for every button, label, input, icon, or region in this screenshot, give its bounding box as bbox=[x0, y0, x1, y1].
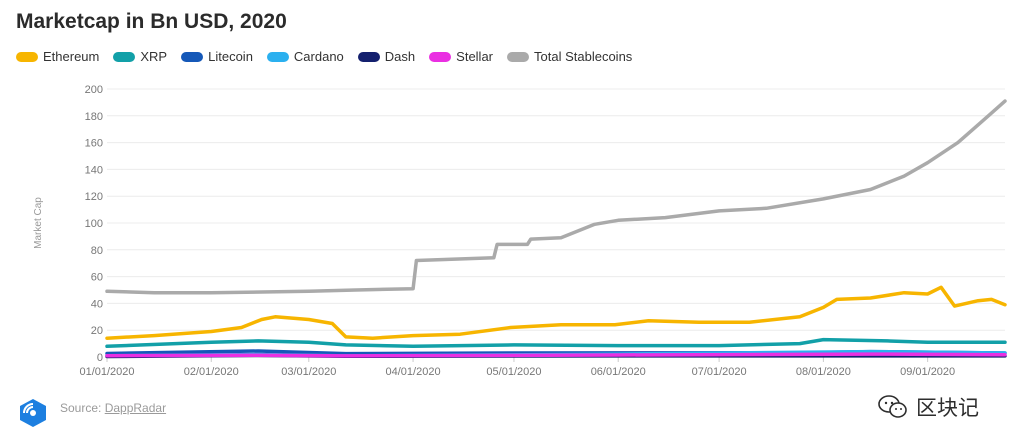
y-tick-label: 180 bbox=[85, 111, 103, 123]
legend-swatch-total-stablecoins bbox=[507, 51, 530, 62]
legend-item-xrp[interactable]: XRP bbox=[113, 49, 167, 64]
legend: Ethereum XRP Litecoin Cardano Dash Stell… bbox=[16, 49, 646, 64]
y-tick-label: 160 bbox=[85, 138, 103, 150]
legend-label-litecoin: Litecoin bbox=[208, 49, 253, 64]
legend-item-cardano[interactable]: Cardano bbox=[266, 49, 344, 64]
x-tick-label: 02/01/2020 bbox=[184, 366, 239, 378]
y-axis-label: Market Cap bbox=[33, 197, 44, 249]
legend-swatch-stellar bbox=[429, 51, 452, 62]
legend-item-dash[interactable]: Dash bbox=[357, 49, 416, 64]
legend-label-ethereum: Ethereum bbox=[43, 49, 100, 64]
x-tick-label: 09/01/2020 bbox=[900, 366, 955, 378]
source-prefix: Source: bbox=[60, 401, 105, 415]
legend-label-dash: Dash bbox=[384, 49, 416, 64]
series-line-ethereum bbox=[105, 285, 1007, 340]
watermark-text: 区块记 bbox=[916, 397, 979, 420]
series-line-total-stablecoins bbox=[105, 99, 1007, 295]
legend-swatch-dash bbox=[357, 51, 380, 62]
y-tick-label: 40 bbox=[91, 298, 103, 310]
chart-title: Marketcap in Bn USD, 2020 bbox=[16, 10, 287, 33]
legend-swatch-xrp bbox=[113, 51, 136, 62]
dappradar-logo-icon bbox=[20, 399, 46, 427]
y-tick-label: 0 bbox=[97, 352, 103, 364]
wechat-icon bbox=[878, 395, 907, 418]
x-tick-label: 03/01/2020 bbox=[281, 366, 336, 378]
x-tick-label: 08/01/2020 bbox=[796, 366, 851, 378]
series-line-xrp bbox=[105, 337, 1007, 349]
y-tick-label: 80 bbox=[91, 245, 103, 257]
x-tick-label: 05/01/2020 bbox=[486, 366, 541, 378]
legend-label-xrp: XRP bbox=[140, 49, 168, 64]
legend-label-cardano: Cardano bbox=[293, 49, 344, 64]
y-tick-label: 20 bbox=[91, 325, 103, 337]
legend-item-stellar[interactable]: Stellar bbox=[429, 49, 493, 64]
y-tick-label: 120 bbox=[85, 191, 103, 203]
x-tick-label: 06/01/2020 bbox=[591, 366, 646, 378]
legend-swatch-ethereum bbox=[16, 51, 38, 62]
legend-swatch-litecoin bbox=[181, 51, 204, 62]
series-line-stellar bbox=[105, 352, 1007, 358]
legend-item-ethereum[interactable]: Ethereum bbox=[16, 49, 99, 64]
legend-label-stellar: Stellar bbox=[456, 49, 494, 64]
source-caption: Source: DappRadar bbox=[60, 401, 166, 415]
source-link[interactable]: DappRadar bbox=[104, 401, 167, 415]
y-tick-label: 100 bbox=[85, 218, 103, 230]
watermark: 区块记 bbox=[878, 392, 979, 422]
x-tick-label: 07/01/2020 bbox=[692, 366, 747, 378]
legend-item-total-stablecoins[interactable]: Total Stablecoins bbox=[507, 49, 632, 64]
y-tick-label: 200 bbox=[85, 84, 103, 96]
legend-label-total-stablecoins: Total Stablecoins bbox=[534, 49, 633, 64]
legend-item-litecoin[interactable]: Litecoin bbox=[181, 49, 253, 64]
x-tick-label: 01/01/2020 bbox=[79, 366, 134, 378]
x-tick-label: 04/01/2020 bbox=[386, 366, 441, 378]
y-tick-label: 140 bbox=[85, 164, 103, 176]
legend-swatch-cardano bbox=[266, 51, 289, 62]
y-tick-label: 60 bbox=[91, 272, 103, 284]
